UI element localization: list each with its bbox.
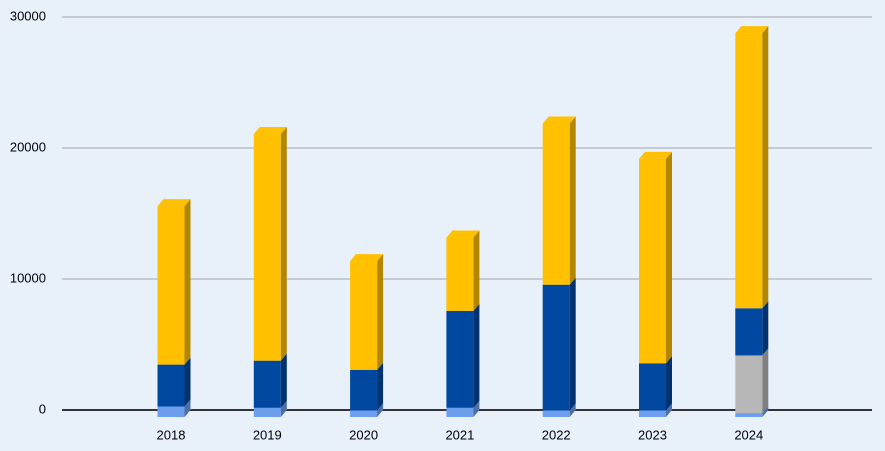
bar-side (569, 277, 576, 411)
bar-segment (157, 206, 185, 365)
y-tick-label: 30000 (10, 8, 46, 23)
bar-side (184, 399, 191, 417)
bar-side (666, 356, 672, 411)
bar-side (762, 406, 769, 417)
bar-segment (253, 407, 281, 417)
x-tick-label: 2021 (445, 427, 474, 442)
x-tick-label: 2020 (349, 427, 378, 442)
bar-segment (350, 410, 378, 417)
bar-top (157, 199, 191, 207)
bar-side (666, 151, 672, 364)
x-tick-label: 2019 (253, 427, 282, 442)
bar-segment (542, 284, 570, 411)
bar-top (639, 151, 672, 159)
bar-segment (735, 355, 763, 414)
bar-side (569, 116, 576, 285)
bar-side (762, 26, 769, 309)
bar-side (666, 403, 672, 417)
bar-segment (350, 261, 378, 370)
y-tick-label: 0 (39, 401, 46, 416)
bar-segment (157, 364, 185, 407)
bar-side (184, 357, 191, 407)
bar-side (473, 303, 480, 408)
bar-top (542, 116, 576, 124)
bar-side (184, 199, 191, 365)
bar-segment (253, 360, 281, 408)
bar-side (762, 348, 769, 414)
bar-side (473, 400, 480, 417)
bar-side (762, 301, 769, 356)
bar-side (473, 230, 480, 311)
bar-segment (446, 310, 474, 408)
bar-top (735, 26, 769, 34)
bar-side (377, 403, 384, 417)
x-tick-label: 2018 (157, 427, 186, 442)
x-tick-label: 2024 (734, 427, 763, 442)
bar-side (280, 353, 287, 408)
x-tick-label: 2023 (638, 427, 667, 442)
bar-segment (542, 123, 570, 285)
bar-segment (446, 407, 474, 417)
bar-segment (350, 369, 378, 411)
y-tick-label: 10000 (10, 270, 46, 285)
bar-side (377, 362, 384, 411)
y-tick-label: 20000 (10, 139, 46, 154)
x-tick-label: 2022 (542, 427, 571, 442)
bar-segment (639, 158, 666, 364)
bar-side (280, 400, 287, 417)
bar-segment (639, 363, 666, 411)
bar-top (253, 127, 287, 135)
bar-top (350, 254, 384, 262)
bar-segment (542, 410, 570, 417)
bar-top (446, 230, 480, 238)
bar-side (377, 254, 384, 370)
bar-segment (157, 406, 185, 417)
bar-side (280, 127, 287, 361)
bar-segment (735, 308, 763, 356)
bar-segment (446, 237, 474, 311)
bar-segment (735, 33, 763, 309)
bar-segment (639, 410, 666, 417)
bar-segment (253, 134, 281, 361)
bar-segment (735, 413, 763, 417)
bar-side (569, 403, 576, 417)
